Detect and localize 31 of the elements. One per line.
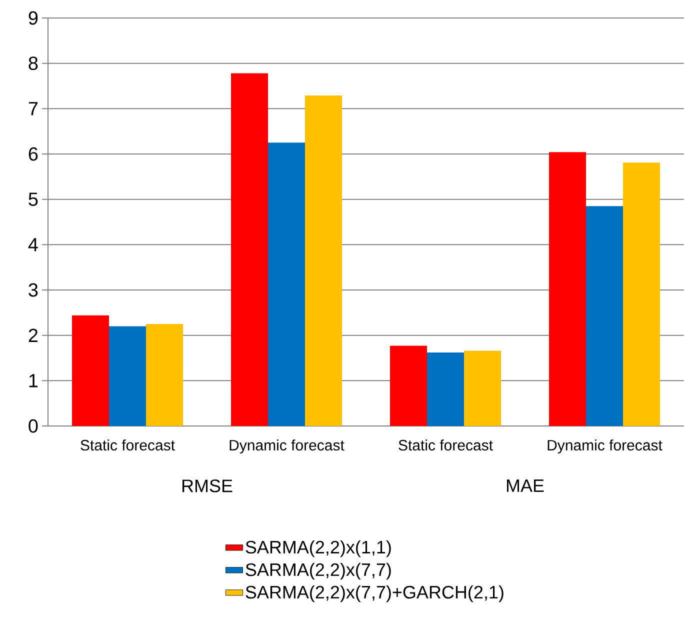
y-tick-label: 7: [28, 102, 38, 116]
text: MAE: [506, 480, 544, 492]
bar: [586, 206, 624, 426]
x-tick-label: Dynamic forecast: [548, 440, 662, 454]
x-tick-label: Dynamic forecast: [230, 440, 344, 454]
legend-label: SARMA(2,2)x(1,1): [246, 540, 391, 558]
bar: [623, 162, 660, 426]
bar: [146, 324, 184, 426]
legend-label: SARMA(2,2)x(7,7): [246, 562, 391, 580]
bar: [464, 350, 502, 426]
bar: [305, 96, 342, 426]
text: RMSE: [182, 480, 232, 492]
bar: [268, 142, 306, 426]
y-tick-label: 9: [28, 11, 38, 25]
bar: [549, 152, 586, 426]
y-tick-label: 8: [28, 56, 38, 70]
bar: [390, 346, 428, 426]
bar: [427, 352, 464, 426]
y-tick-label: 4: [28, 238, 38, 252]
y-tick-label: 6: [28, 147, 38, 161]
y-tick-label: 1: [29, 374, 38, 388]
bar: [72, 315, 109, 426]
y-tick-label: 0: [28, 419, 38, 433]
y-tick-label: 3: [28, 283, 38, 297]
bar: [231, 73, 268, 426]
bar: [109, 326, 146, 426]
x-tick-label: Static forecast: [80, 440, 175, 451]
y-tick-label: 5: [28, 192, 38, 206]
legend-label: SARMA(2,2)x(7,7)+GARCH(2,1): [246, 585, 504, 602]
y-tick-label: 2: [28, 328, 38, 342]
x-tick-label: Static forecast: [398, 440, 493, 451]
